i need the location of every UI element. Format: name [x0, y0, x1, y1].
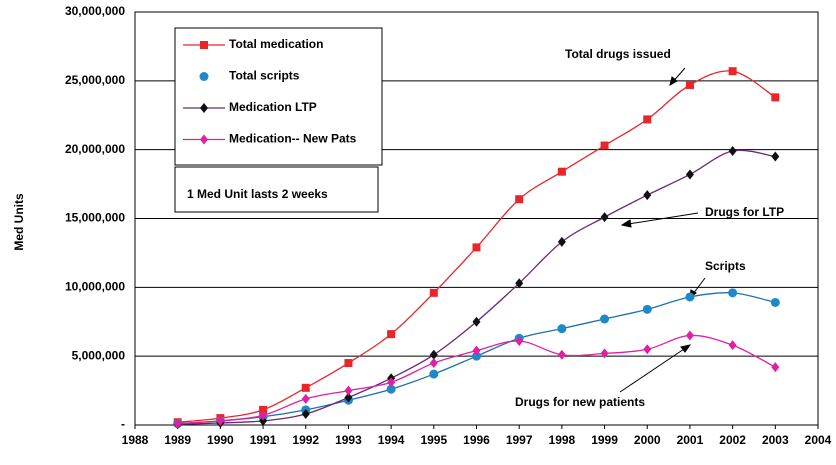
- marker: [259, 405, 268, 414]
- y-tick-label: 5,000,000: [72, 348, 126, 362]
- marker: [728, 340, 737, 351]
- legend-marker: [199, 72, 209, 81]
- marker: [685, 330, 694, 341]
- marker: [771, 362, 780, 373]
- marker: [728, 146, 737, 157]
- marker: [600, 212, 609, 223]
- marker: [301, 408, 310, 419]
- marker: [643, 344, 652, 355]
- marker: [685, 292, 695, 302]
- marker: [344, 359, 353, 368]
- legend-label: Medication LTP: [229, 100, 317, 114]
- x-tick-label: 1991: [250, 433, 277, 447]
- marker: [344, 392, 353, 403]
- marker: [600, 348, 609, 359]
- marker: [386, 384, 396, 394]
- annotation: Drugs for new patients: [515, 395, 645, 409]
- note-box: [174, 166, 379, 213]
- note: 1 Med Unit lasts 2 weeks: [187, 187, 328, 201]
- annotation: Scripts: [705, 259, 746, 273]
- x-tick-label: 1994: [378, 433, 405, 447]
- marker: [728, 67, 737, 76]
- x-tick-label: 1990: [207, 433, 234, 447]
- x-tick-label: 2003: [762, 433, 789, 447]
- marker: [515, 336, 524, 347]
- legend-marker: [200, 134, 208, 145]
- marker: [515, 195, 524, 204]
- x-tick-label: 1988: [122, 433, 149, 447]
- legend-marker: [200, 103, 208, 113]
- marker: [472, 351, 481, 361]
- marker: [301, 383, 310, 392]
- marker: [472, 243, 481, 252]
- y-tick-label: 25,000,000: [65, 73, 125, 87]
- legend-label: Total scripts: [229, 69, 300, 83]
- marker: [429, 288, 438, 297]
- marker: [642, 304, 652, 314]
- legend-marker: [200, 41, 208, 49]
- marker: [771, 93, 780, 102]
- x-tick-label: 1992: [292, 433, 319, 447]
- legend-box: [174, 27, 383, 166]
- y-tick-label: 10,000,000: [65, 280, 125, 294]
- marker: [685, 169, 694, 180]
- x-tick-label: 1996: [463, 433, 490, 447]
- marker: [685, 80, 694, 89]
- x-tick-label: 1993: [335, 433, 362, 447]
- marker: [344, 385, 353, 396]
- marker: [643, 115, 652, 124]
- annotation: Drugs for LTP: [705, 205, 784, 219]
- x-tick-label: 1995: [420, 433, 447, 447]
- x-tick-label: 2000: [634, 433, 661, 447]
- marker: [557, 167, 566, 176]
- marker: [472, 345, 481, 356]
- marker: [429, 349, 438, 360]
- marker: [259, 415, 268, 426]
- annotation: Total drugs issued: [565, 47, 671, 61]
- marker: [216, 415, 225, 426]
- marker: [557, 236, 566, 247]
- marker: [387, 330, 396, 339]
- marker: [429, 358, 438, 369]
- x-tick-label: 1997: [506, 433, 533, 447]
- legend-label: Medication-- New Pats: [229, 132, 357, 146]
- x-tick-label: 2004: [805, 433, 832, 447]
- marker: [600, 314, 610, 324]
- marker: [557, 349, 566, 360]
- y-tick-label: 20,000,000: [65, 142, 125, 156]
- marker: [770, 297, 780, 307]
- marker: [771, 151, 780, 162]
- marker: [387, 377, 396, 388]
- marker: [259, 410, 268, 421]
- x-tick-label: 1999: [591, 433, 618, 447]
- x-tick-label: 2002: [719, 433, 746, 447]
- marker: [429, 369, 439, 379]
- y-tick-label: 15,000,000: [65, 211, 125, 225]
- marker: [643, 190, 652, 201]
- y-tick-label: 30,000,000: [65, 4, 125, 18]
- marker: [728, 288, 738, 298]
- marker: [515, 278, 524, 289]
- y-axis-label: Med Units: [12, 193, 26, 251]
- marker: [472, 316, 481, 327]
- x-tick-label: 1998: [549, 433, 576, 447]
- marker: [600, 141, 609, 150]
- marker: [557, 324, 567, 334]
- marker: [301, 393, 310, 404]
- x-tick-label: 2001: [677, 433, 704, 447]
- y-tick-label: -: [121, 417, 125, 431]
- x-tick-label: 1989: [164, 433, 191, 447]
- legend-label: Total medication: [229, 37, 323, 51]
- marker: [173, 418, 182, 429]
